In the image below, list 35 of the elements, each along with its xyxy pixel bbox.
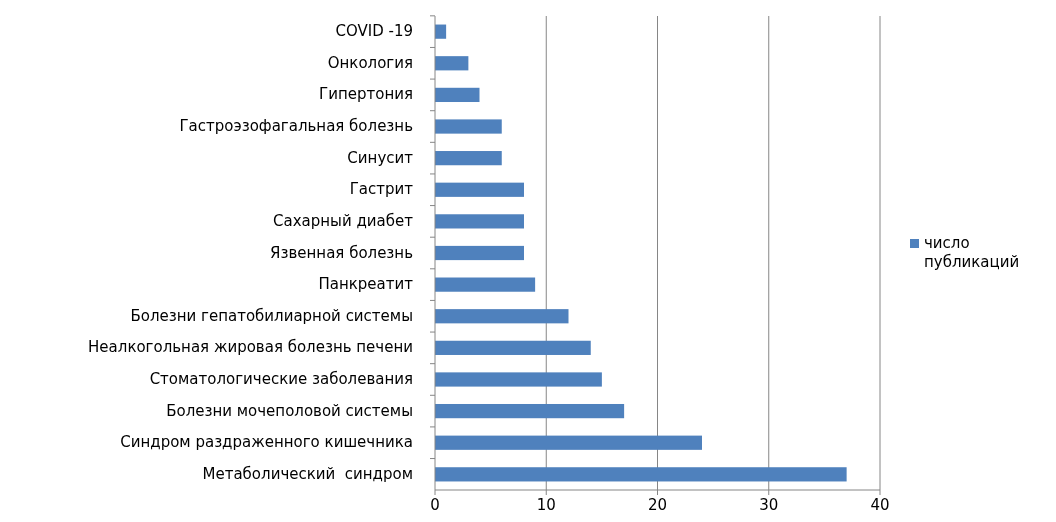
y-tick-label: Синусит: [347, 148, 414, 167]
x-tick-label: 0: [430, 496, 440, 514]
bar: [435, 119, 502, 134]
x-tick-label: 40: [870, 496, 890, 514]
y-tick-label: Синдром раздраженного кишечника: [120, 433, 413, 452]
y-tick-label: Неалкогольная жировая болезнь печени: [88, 338, 413, 357]
bar: [435, 309, 569, 324]
x-tick-label: 30: [759, 496, 779, 514]
y-tick-label: Сахарный диабет: [273, 211, 414, 230]
bar: [435, 372, 602, 387]
bar: [435, 182, 524, 197]
bar: [435, 56, 469, 71]
y-tick-label: Гастрит: [349, 180, 414, 199]
y-tick-label: Болезни гепатобилиарной системы: [130, 306, 413, 325]
bar: [435, 245, 524, 261]
bar: [435, 214, 524, 229]
bar: [435, 151, 502, 166]
y-tick-label: Гипертония: [319, 85, 413, 104]
bar: [435, 435, 702, 450]
y-tick-label: Панкреатит: [318, 275, 414, 294]
y-tick-label: Гастроэзофагальная болезнь: [179, 117, 413, 136]
x-tick-label: 10: [536, 496, 556, 514]
y-tick-label: COVID -19: [335, 22, 413, 41]
bar: [435, 340, 591, 355]
y-tick-label: Язвенная болезнь: [270, 243, 413, 262]
bar: [435, 403, 625, 419]
bar: [435, 87, 480, 103]
y-tick-label: Метаболический синдром: [202, 464, 413, 483]
legend-label: число публикаций: [924, 234, 1020, 271]
bar: [435, 277, 536, 292]
y-tick-label: Болезни мочеполовой системы: [166, 401, 413, 420]
bar: [435, 467, 847, 482]
x-tick-label: 20: [647, 496, 668, 514]
y-tick-label: Онкология: [327, 53, 413, 72]
y-tick-label: Стоматологические заболевания: [149, 369, 413, 388]
